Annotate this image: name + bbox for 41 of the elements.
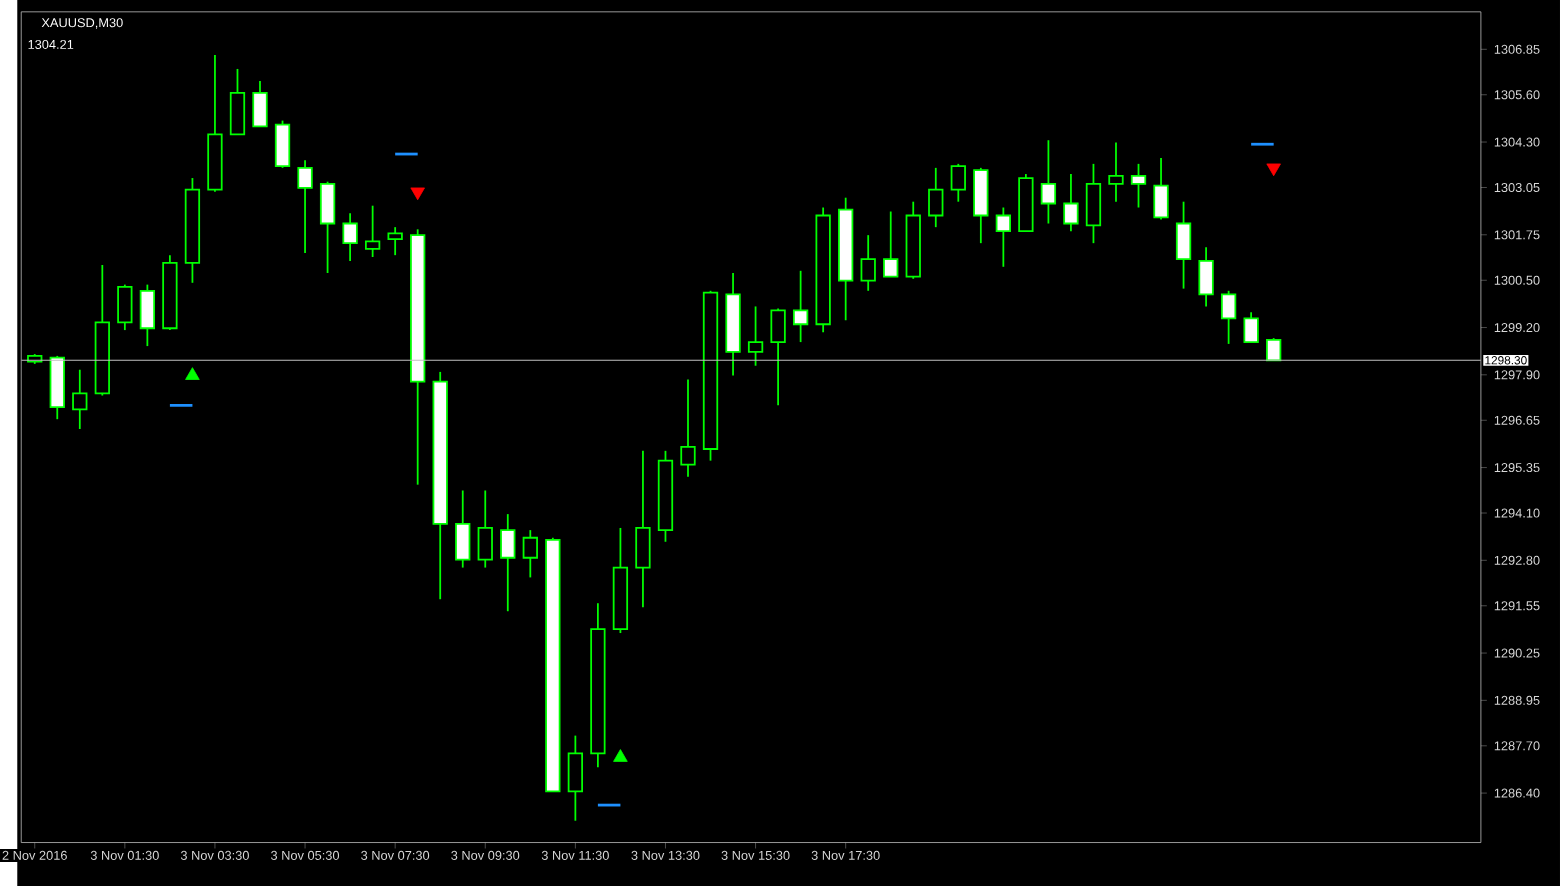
candlestick [792,269,809,343]
candlestick [319,180,336,274]
candlestick [229,68,246,136]
candlestick [477,489,493,569]
point [185,367,200,380]
candlestick [770,307,786,407]
candlestick [680,378,696,478]
candlestick [387,226,403,257]
point [613,749,628,762]
candlestick [860,234,876,292]
candlestick [1198,246,1214,308]
candlestick [342,212,358,262]
candlestick [1040,139,1057,225]
candlestick [1130,162,1147,209]
candlestick [928,166,944,229]
candlestick [1153,157,1169,221]
candlestick [117,283,133,331]
candlestick [252,80,268,128]
candlestick [995,206,1011,268]
candlestick [274,119,291,169]
candlestick [1085,162,1102,245]
candlestick [1175,200,1192,290]
candlestick [747,305,764,367]
candlestick [1063,173,1079,233]
candlestick [500,513,516,613]
candlestick [635,449,651,609]
point [410,187,425,201]
candlestick [72,368,88,430]
candlestick [1243,311,1259,343]
candlestick [297,159,313,254]
candlestick [567,734,584,822]
candlestick [1108,141,1124,203]
candlestick [950,162,966,203]
candlestick [139,283,156,347]
candlestick [1220,289,1237,345]
candlestick [973,166,989,245]
candlestick [455,489,471,569]
candlestick [883,210,899,278]
candlestick [522,529,538,579]
point [1266,163,1281,177]
candlestick [364,204,381,258]
